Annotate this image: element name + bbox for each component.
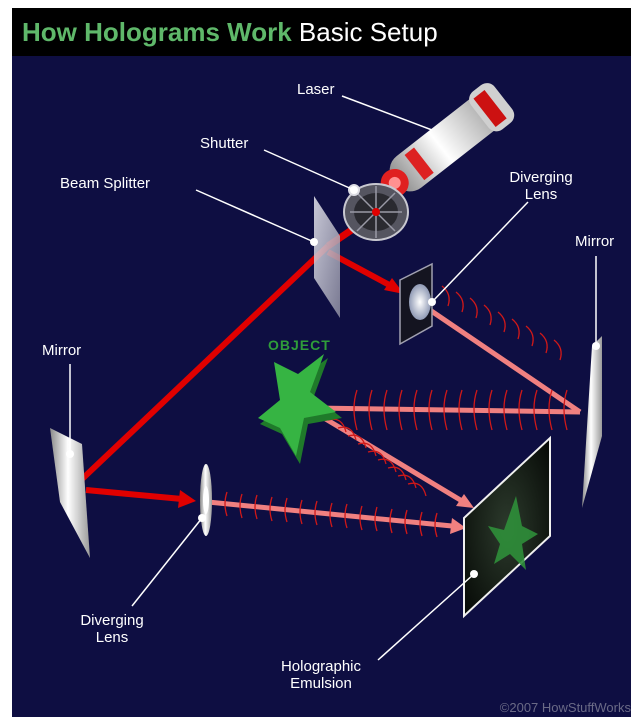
leader-lines: [69, 95, 597, 661]
holographic-plate: [463, 435, 551, 619]
beam-splitter-glass: [314, 196, 340, 318]
title-sub: Basic Setup: [298, 17, 438, 47]
label-diverging-lens-bottom: Diverging Lens: [64, 612, 160, 646]
label-object: OBJECT: [268, 337, 331, 353]
label-laser: Laser: [297, 81, 335, 98]
wavefront-arcs: [224, 285, 568, 538]
label-beam-splitter: Beam Splitter: [60, 175, 151, 192]
beam-mirror-to-lens: [85, 487, 183, 502]
arrow-head-lens: [384, 278, 404, 294]
bottom-lens-device: [200, 464, 212, 536]
label-shutter: Shutter: [200, 135, 249, 152]
leader-dots: [66, 186, 600, 578]
beam-mirror-to-object: [313, 405, 581, 415]
beam-splitter-to-mirror: [77, 243, 331, 484]
left-mirror-device: [50, 428, 90, 558]
spread-beams: [207, 303, 582, 534]
shutter-device: [343, 183, 409, 241]
hologram-setup-illustration: [50, 83, 602, 661]
label-holographic-emulsion: Holographic Emulsion: [266, 658, 376, 692]
arrow-head-bottom-lens: [178, 490, 196, 508]
label-holographic-emulsion-line1: Holographic: [280, 658, 362, 675]
diagram-panel: Laser Shutter Beam Splitter Diverging Le…: [12, 56, 631, 717]
label-holographic-emulsion-line2: Emulsion: [290, 675, 352, 692]
title-bar: How Holograms Work Basic Setup: [12, 8, 631, 56]
laser-beams: [77, 203, 404, 508]
label-diverging-lens-top: Diverging Lens: [498, 169, 584, 203]
top-lens-device: [399, 262, 433, 346]
label-diverging-lens-bottom-line2: Lens: [95, 629, 129, 646]
title-main: How Holograms Work: [22, 17, 292, 47]
arrow-head-plate-lower: [450, 518, 466, 534]
label-diverging-lens-bottom-line1: Diverging: [80, 612, 144, 629]
label-diverging-lens-top-line2: Lens: [524, 186, 558, 203]
laser-device: [380, 83, 515, 197]
beam-object-to-plate: [312, 409, 464, 504]
beam-lens-to-mirror: [422, 303, 582, 415]
object-star: [258, 354, 342, 464]
label-diverging-lens-top-line1: Diverging: [509, 169, 573, 186]
right-mirror-device: [582, 336, 602, 508]
label-mirror-right: Mirror: [575, 233, 615, 250]
arrow-head-plate-upper: [456, 494, 474, 508]
page-title: How Holograms Work Basic Setup: [22, 17, 438, 47]
label-mirror-left: Mirror: [42, 342, 82, 359]
copyright-notice: ©2007 HowStuffWorks: [499, 700, 631, 715]
